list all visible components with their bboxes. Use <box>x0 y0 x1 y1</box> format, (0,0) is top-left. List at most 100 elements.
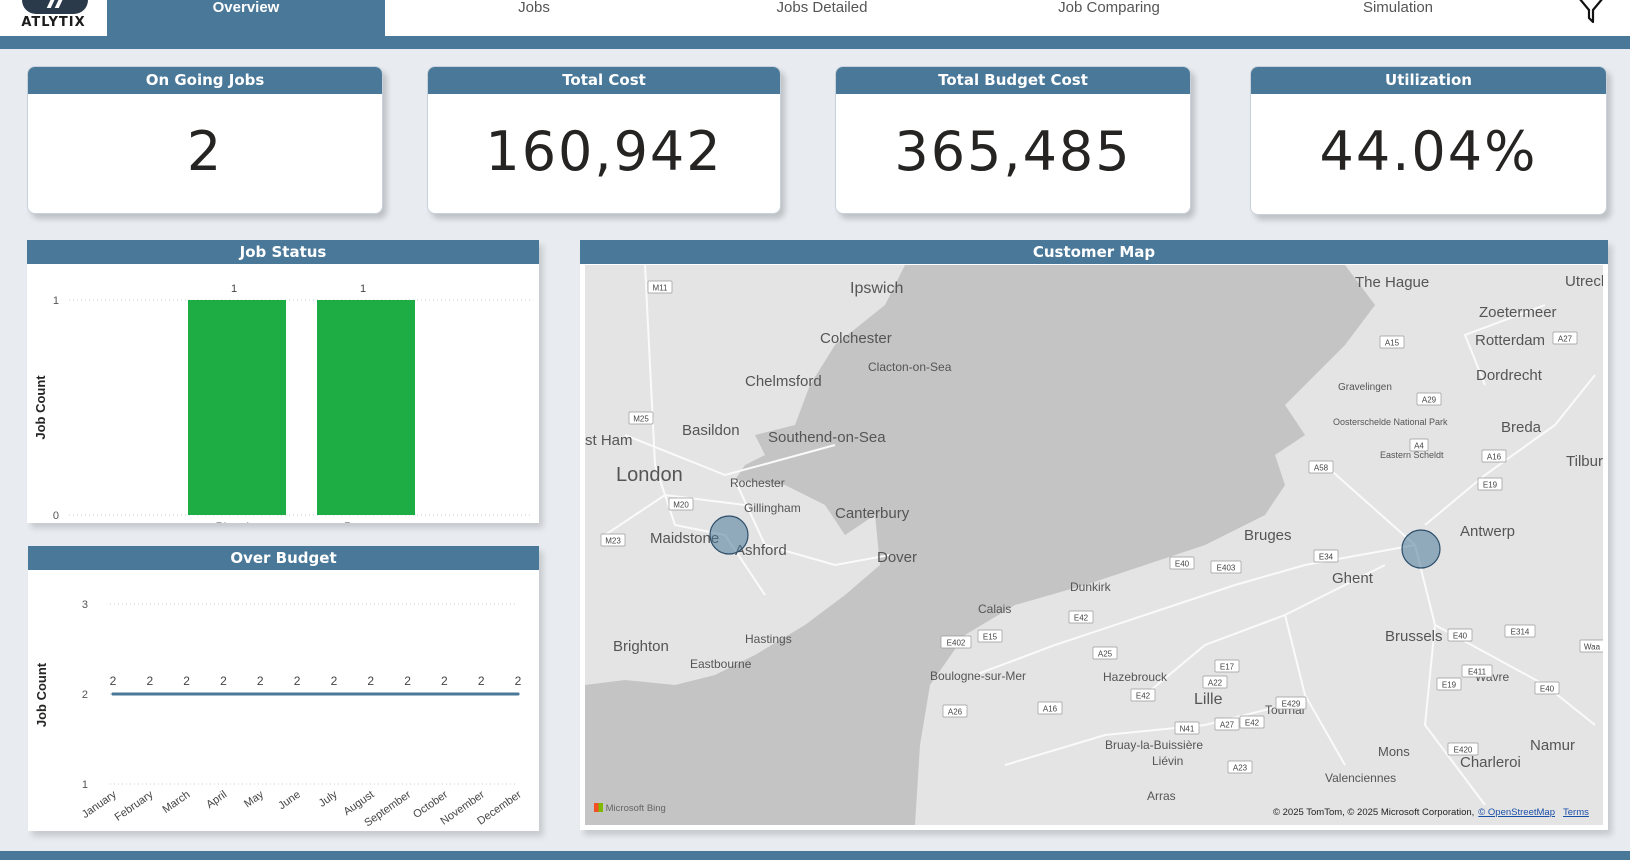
road-badge-label: A16 <box>1487 453 1502 462</box>
data-point[interactable] <box>258 692 262 696</box>
road-badge-label: A22 <box>1208 679 1223 688</box>
map-road <box>1414 544 1486 806</box>
road-badge <box>1552 331 1578 345</box>
point-data-label: 2 <box>515 674 522 688</box>
road-badge-label: E40 <box>1540 685 1555 694</box>
data-point[interactable] <box>111 692 115 696</box>
road-badge <box>1227 760 1253 774</box>
bar-data-label: 1 <box>231 283 237 295</box>
map-place-label: Gillingham <box>744 501 801 515</box>
road-badge <box>1481 449 1507 463</box>
road-badge <box>1313 549 1339 563</box>
kpi-card-total-budget-cost: Total Budget Cost 365,485 <box>835 66 1191 214</box>
tab-simulation[interactable]: Simulation <box>1362 0 1434 16</box>
map-place-label: Ghent <box>1332 570 1374 587</box>
road-badge-label: E17 <box>1220 663 1235 672</box>
road-badge <box>1092 646 1118 660</box>
map-place-label: Mons <box>1378 744 1410 759</box>
data-point[interactable] <box>406 692 410 696</box>
filter-icon[interactable] <box>1575 0 1607 26</box>
road-badge-label: A58 <box>1314 464 1329 473</box>
map-place-label: Bruay-la-Buissière <box>1105 738 1203 752</box>
road-badge <box>1068 610 1094 624</box>
road-badge <box>1416 392 1442 406</box>
point-data-label: 2 <box>220 674 227 688</box>
road-badge-label: A27 <box>1558 335 1573 344</box>
road-badge <box>1037 701 1063 715</box>
road-badge-label: E420 <box>1454 746 1473 755</box>
road-badge-label: M20 <box>673 501 689 510</box>
data-point[interactable] <box>442 692 446 696</box>
kpi-value: 160,942 <box>485 120 723 183</box>
kpi-title: Utilization <box>1251 67 1606 94</box>
road-badge <box>1308 460 1334 474</box>
road-badge-label: M11 <box>653 284 669 293</box>
tab-job-comparing[interactable]: Job Comparing <box>1058 0 1160 16</box>
y-axis-title: Job Count <box>34 662 49 727</box>
kpi-card-ongoing-jobs: On Going Jobs 2 <box>27 66 383 214</box>
road-badge <box>1447 742 1479 756</box>
point-data-label: 2 <box>294 674 301 688</box>
data-point[interactable] <box>221 692 225 696</box>
data-point[interactable] <box>185 692 189 696</box>
road-badge-label: E40 <box>1175 560 1190 569</box>
road-badge-label: E42 <box>1136 692 1151 701</box>
map-road <box>1424 374 1596 526</box>
bar-planning[interactable] <box>188 300 286 515</box>
road-badge <box>1436 677 1462 691</box>
road-badge <box>1409 438 1429 452</box>
kpi-card-utilization: Utilization 44.04% <box>1250 66 1607 215</box>
map-place-label: Zoetermeer <box>1479 304 1557 321</box>
road-badge <box>1504 624 1536 638</box>
tab-jobs[interactable]: Jobs <box>518 0 550 16</box>
map-place-label: Oosterschelde National Park <box>1333 417 1448 427</box>
point-data-label: 2 <box>331 674 338 688</box>
logo-text: ATLYTIX <box>21 15 86 30</box>
customer-map[interactable]: Ipswich Colchester Clacton-on-Sea Chelmsfor… <box>585 265 1603 825</box>
map-place-label: Maidstone <box>650 530 719 547</box>
point-data-label: 2 <box>110 674 117 688</box>
map-road <box>1324 464 1416 546</box>
map-place-label: Ashford <box>735 542 787 559</box>
road-badge-label: E15 <box>983 633 998 642</box>
data-point[interactable] <box>369 692 373 696</box>
tab-overview[interactable]: Overview <box>107 0 385 36</box>
data-point[interactable] <box>295 692 299 696</box>
map-place-label: London <box>616 464 683 486</box>
tab-jobs-detailed[interactable]: Jobs Detailed <box>776 0 868 16</box>
x-tick-label: Planning <box>216 520 263 523</box>
map-place-label: Dunkirk <box>1070 580 1112 594</box>
map-road <box>1284 614 1346 766</box>
customer-marker[interactable] <box>709 515 749 555</box>
kpi-value: 2 <box>186 120 224 183</box>
map-place-label: Rotterdam <box>1475 332 1545 349</box>
kpi-title: Total Budget Cost <box>836 67 1190 94</box>
data-point[interactable] <box>479 692 483 696</box>
terms-link[interactable]: Terms <box>1563 807 1589 818</box>
over-budget-panel: Over Budget 1 2 3 Job Count 2 January 2 Februar… <box>28 546 539 831</box>
road-badge <box>1130 688 1156 702</box>
data-point[interactable] <box>148 692 152 696</box>
data-point[interactable] <box>516 692 520 696</box>
map-place-label: Southend-on-Sea <box>768 429 886 446</box>
data-point[interactable] <box>332 692 336 696</box>
map-place-label: Gravelingen <box>1338 382 1392 393</box>
osm-link[interactable]: © OpenStreetMap <box>1478 807 1555 818</box>
road-badge-label: A26 <box>948 708 963 717</box>
road-badge-label: Waa <box>1584 643 1601 652</box>
bar-progress[interactable] <box>317 300 415 515</box>
road-badge <box>1214 717 1240 731</box>
road-badge <box>1447 628 1473 642</box>
road-badge-label: E40 <box>1453 632 1468 641</box>
map-place-label: Breda <box>1501 419 1542 436</box>
map-road <box>734 479 891 567</box>
customer-marker[interactable] <box>1401 529 1441 569</box>
road-badge <box>1214 659 1240 673</box>
point-data-label: 2 <box>146 674 153 688</box>
kpi-value: 44.04% <box>1319 120 1538 183</box>
road-badge-label: A15 <box>1385 339 1400 348</box>
road-badge-label: M23 <box>605 537 621 546</box>
map-place-label: The Hague <box>1355 274 1429 291</box>
map-place-label: Tilburg <box>1566 453 1603 470</box>
road-badge <box>940 635 972 649</box>
